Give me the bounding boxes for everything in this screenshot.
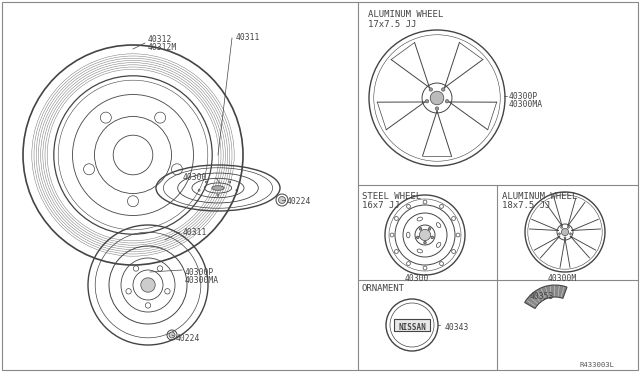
Text: STEEL WHEEL: STEEL WHEEL	[362, 192, 421, 201]
Circle shape	[561, 226, 563, 228]
Text: 40353: 40353	[530, 292, 554, 301]
Circle shape	[564, 237, 566, 239]
Circle shape	[424, 241, 426, 244]
Circle shape	[419, 228, 422, 230]
Circle shape	[430, 91, 444, 105]
Text: 40311: 40311	[236, 33, 260, 42]
Circle shape	[570, 233, 572, 235]
Text: 40300: 40300	[405, 274, 429, 283]
Circle shape	[278, 196, 285, 203]
Circle shape	[425, 100, 429, 103]
Text: 40224: 40224	[287, 197, 312, 206]
Text: R433003L: R433003L	[580, 362, 615, 368]
Circle shape	[561, 228, 568, 235]
Circle shape	[141, 278, 155, 292]
Circle shape	[419, 230, 431, 241]
Text: 40300: 40300	[183, 173, 207, 182]
Text: 18x7.5 JJ: 18x7.5 JJ	[502, 201, 550, 210]
Text: 40311: 40311	[183, 228, 207, 237]
Circle shape	[431, 236, 433, 238]
Text: NISSAN: NISSAN	[398, 323, 426, 331]
FancyBboxPatch shape	[394, 319, 430, 331]
Text: 40300MA: 40300MA	[185, 276, 219, 285]
Text: 40300MA: 40300MA	[509, 100, 543, 109]
Circle shape	[417, 236, 419, 238]
Circle shape	[445, 100, 449, 103]
Text: ORNAMENT: ORNAMENT	[362, 284, 405, 293]
Text: 16x7 JJ: 16x7 JJ	[362, 201, 399, 210]
Text: 40312M: 40312M	[148, 43, 177, 52]
Text: ALUMINUM WHEEL: ALUMINUM WHEEL	[368, 10, 444, 19]
Circle shape	[568, 226, 570, 228]
Text: 40224: 40224	[176, 334, 200, 343]
Wedge shape	[525, 285, 567, 308]
Circle shape	[435, 107, 438, 110]
Circle shape	[442, 88, 445, 91]
Text: 40300P: 40300P	[509, 92, 538, 101]
Circle shape	[559, 233, 561, 235]
Circle shape	[429, 88, 433, 91]
Text: 40312: 40312	[148, 35, 172, 44]
Text: 40343: 40343	[445, 323, 469, 332]
Ellipse shape	[212, 186, 224, 190]
Circle shape	[428, 228, 431, 230]
Text: 40300M: 40300M	[548, 274, 577, 283]
Text: 17x7.5 JJ: 17x7.5 JJ	[368, 20, 417, 29]
Text: ALUMINUM WHEEL: ALUMINUM WHEEL	[502, 192, 577, 201]
Text: 40300P: 40300P	[185, 268, 214, 277]
Circle shape	[169, 332, 175, 338]
